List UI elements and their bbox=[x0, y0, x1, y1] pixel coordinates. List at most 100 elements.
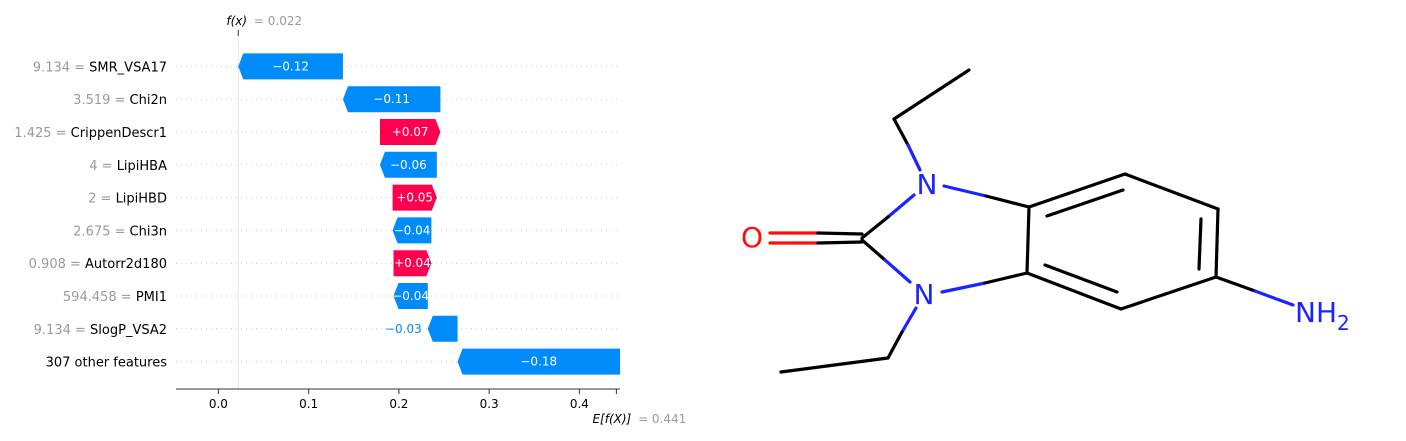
feature-label: 4 = LipiHBA bbox=[89, 159, 167, 174]
bond-c6-c5 bbox=[1214, 207, 1220, 279]
feature-name: Chi3n bbox=[130, 224, 167, 239]
ex-label: E[f(X)] bbox=[592, 412, 631, 426]
feature-label: 594.458 = PMI1 bbox=[63, 290, 167, 305]
bond-n3-c3a-black bbox=[983, 271, 1029, 285]
bar-value-label: −0.04 bbox=[392, 289, 429, 303]
bond-c6-c5-inner bbox=[1197, 217, 1203, 271]
x-tick-label: 0.2 bbox=[389, 397, 408, 411]
feature-label: 307 other features bbox=[46, 356, 168, 371]
x-tick-label: 0.3 bbox=[480, 397, 499, 411]
feature-label: 0.908 = Autorr2d180 bbox=[29, 257, 167, 272]
feature-value: 2.675 = bbox=[73, 224, 129, 239]
fx-label: f(x) bbox=[226, 14, 247, 28]
atom-label-nh2-subscript: 2 bbox=[1337, 311, 1350, 335]
bond-ethyl2-nc bbox=[900, 306, 918, 334]
x-axis-ticks: 0.0 0.1 0.2 0.3 0.4 bbox=[209, 389, 589, 411]
feature-label: 3.519 = Chi2n bbox=[73, 93, 167, 108]
atom-label-n1: N bbox=[917, 168, 938, 201]
bar-value-label: −0.06 bbox=[390, 158, 427, 172]
feature-value: 9.134 = bbox=[34, 323, 90, 338]
feature-name: Autorr2d180 bbox=[85, 257, 167, 272]
bar-slogp-vsa2 bbox=[427, 315, 458, 342]
feature-labels: 9.134 = SMR_VSA17 3.519 = Chi2n 1.425 = Cr… bbox=[14, 60, 167, 370]
bar-value-label: +0.05 bbox=[396, 191, 433, 205]
feature-label: 9.134 = SMR_VSA17 bbox=[33, 60, 167, 75]
bond-c5-nh2-black bbox=[1214, 275, 1257, 293]
feature-name: SlogP_VSA2 bbox=[90, 323, 167, 338]
bar-lipihba bbox=[379, 151, 437, 178]
feature-value: 2 = bbox=[88, 192, 115, 207]
bond-c7a-c7 bbox=[1027, 172, 1127, 209]
feature-value: 1.425 = bbox=[14, 126, 70, 141]
bond-c7-c6 bbox=[1123, 172, 1220, 211]
feature-name: PMI1 bbox=[136, 290, 167, 305]
bond-c5-nh2 bbox=[1253, 289, 1295, 307]
bond-c5-c4 bbox=[1119, 275, 1218, 311]
bar-pmi1 bbox=[393, 283, 428, 309]
bond-ethyl1-cn-black bbox=[892, 117, 910, 147]
atom-label-o: O bbox=[741, 221, 763, 254]
feature-name: CrippenDescr1 bbox=[71, 126, 167, 141]
bar-307-other-features bbox=[457, 348, 620, 375]
shap-waterfall-chart: f(x) = 0.022 −0.12−0.11+0.07−0.06+0.05−0… bbox=[14, 14, 686, 426]
feature-name: SMR_VSA17 bbox=[89, 60, 167, 75]
ex-annotation: E[f(X)] = 0.441 bbox=[592, 412, 686, 426]
feature-label: 2.675 = Chi3n bbox=[73, 224, 167, 239]
x-axis: 0.0 0.1 0.2 0.3 0.4 bbox=[176, 388, 620, 411]
bar-value-label: +0.04 bbox=[394, 256, 431, 270]
feature-value: 594.458 = bbox=[63, 290, 136, 305]
fx-annotation: f(x) = 0.022 bbox=[226, 14, 302, 28]
atom-label-nh2-main: NH bbox=[1295, 296, 1337, 329]
bond-ethyl2-cc bbox=[779, 356, 890, 374]
bar-value-label: −0.03 bbox=[385, 322, 422, 336]
bar-crippendescr1 bbox=[379, 119, 441, 145]
bond-n1-c7a-black bbox=[984, 194, 1031, 209]
bond-ethyl1-cc bbox=[892, 68, 971, 121]
bond-ethyl2-nc-black bbox=[886, 330, 904, 360]
bond-n1-c7a bbox=[942, 184, 988, 198]
fx-value: = 0.022 bbox=[254, 14, 302, 28]
bar-smr-vsa17 bbox=[238, 53, 343, 80]
bar-value-label: −0.12 bbox=[272, 59, 309, 73]
x-tick-label: 0.4 bbox=[570, 397, 589, 411]
feature-label: 2 = LipiHBD bbox=[88, 192, 167, 207]
molecule-structure: N N O NH2 bbox=[741, 68, 1350, 374]
feature-value: 4 = bbox=[89, 159, 116, 174]
bar-lipihbd bbox=[392, 184, 437, 211]
bond-c4-c3a-inner bbox=[1043, 263, 1119, 294]
bar-autorr2d180 bbox=[393, 250, 432, 277]
feature-name: Chi2n bbox=[130, 93, 167, 108]
bar-value-label: −0.11 bbox=[373, 92, 410, 106]
feature-name: 307 other features bbox=[46, 356, 168, 371]
feature-label: 1.425 = CrippenDescr1 bbox=[14, 126, 167, 141]
feature-value: 9.134 = bbox=[33, 60, 89, 75]
bond-co-1-black bbox=[816, 231, 864, 236]
bond-co-2-black bbox=[816, 240, 864, 245]
bond-n1-c2-black bbox=[860, 215, 890, 240]
bond-ethyl1-cn-blue bbox=[906, 143, 922, 172]
feature-value: 3.519 = bbox=[73, 93, 129, 108]
bar-chi3n bbox=[392, 217, 432, 244]
bond-c7a-c3a bbox=[1025, 205, 1031, 275]
atom-label-nh2: NH2 bbox=[1295, 296, 1350, 335]
contribution-bars: −0.12 −0.11 +0.07 −0.06 +0.05 −0.04 +0.04 −0.04… bbox=[238, 53, 620, 375]
bar-chi2n bbox=[342, 86, 441, 113]
bond-c2-n3-black bbox=[860, 238, 887, 262]
bond-c7a-c7-inner bbox=[1045, 188, 1125, 218]
atom-label-n3: N bbox=[914, 278, 935, 311]
x-tick-label: 0.0 bbox=[209, 397, 228, 411]
feature-name: LipiHBA bbox=[117, 159, 167, 174]
x-tick-label: 0.1 bbox=[299, 397, 318, 411]
bond-n3-c3a bbox=[940, 281, 987, 294]
bar-value-label: −0.04 bbox=[394, 223, 431, 237]
ex-value: = 0.441 bbox=[638, 412, 686, 426]
bar-value-label: +0.07 bbox=[392, 125, 429, 139]
feature-label: 9.134 = SlogP_VSA2 bbox=[34, 323, 167, 338]
bond-n1-c2 bbox=[886, 193, 916, 219]
bond-c2-n3 bbox=[883, 258, 912, 284]
feature-value: 0.908 = bbox=[29, 257, 85, 272]
feature-name: LipiHBD bbox=[116, 192, 167, 207]
bond-c4-c3a bbox=[1025, 271, 1123, 311]
bar-value-label: −0.18 bbox=[520, 355, 557, 369]
